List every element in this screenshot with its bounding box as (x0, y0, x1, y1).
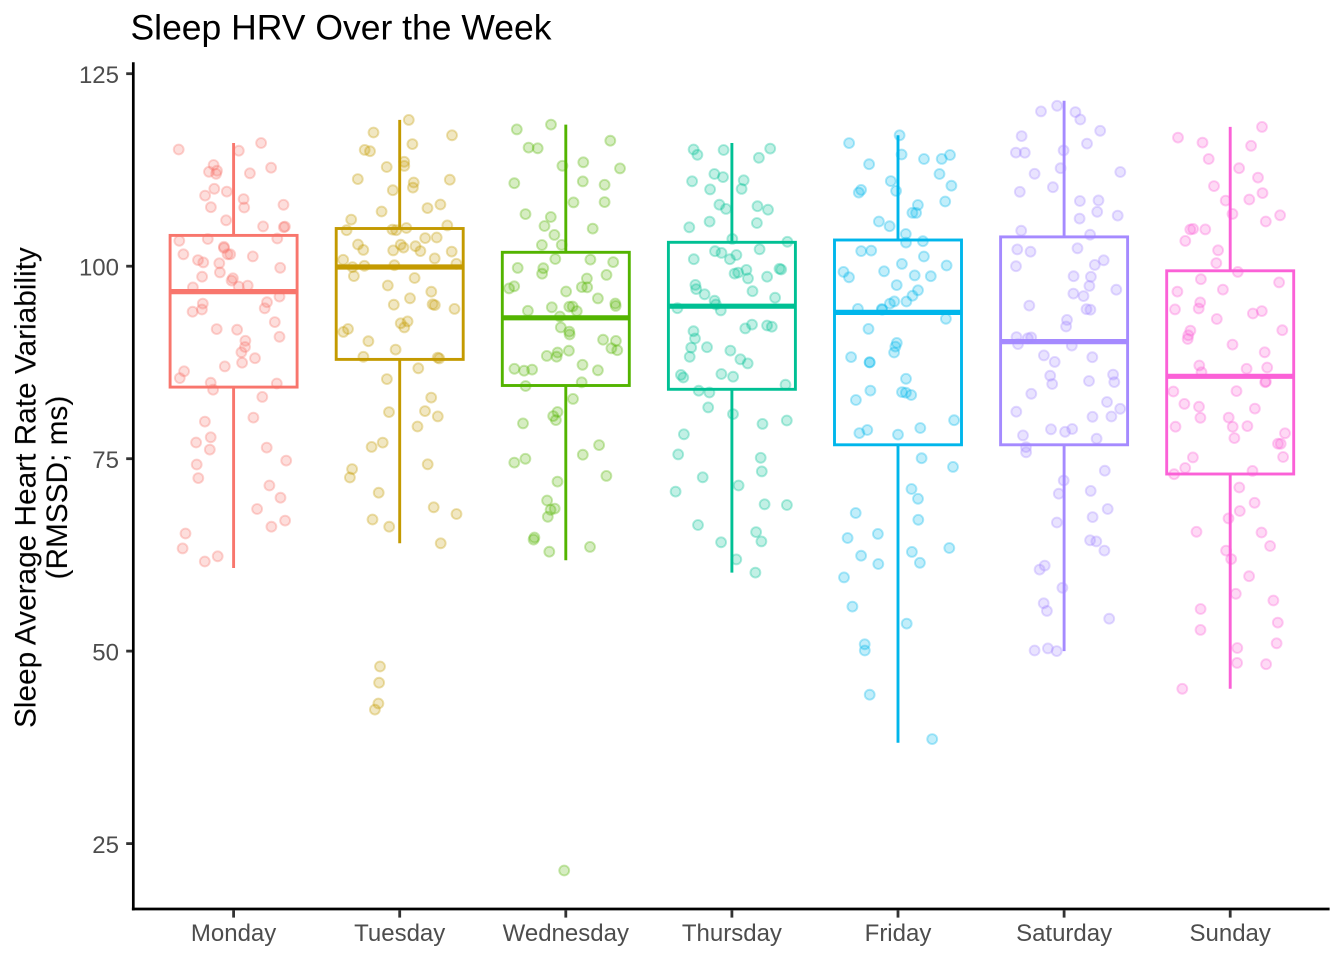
svg-text:100: 100 (79, 255, 119, 282)
svg-text:Wednesday: Wednesday (503, 920, 629, 947)
svg-text:125: 125 (79, 62, 119, 89)
svg-text:75: 75 (92, 447, 119, 474)
svg-text:Sleep Average Heart Rate Varia: Sleep Average Heart Rate Variability (10, 247, 43, 728)
svg-text:Sleep HRV Over the Week: Sleep HRV Over the Week (131, 7, 552, 47)
svg-text:50: 50 (92, 640, 119, 667)
svg-text:Friday: Friday (865, 920, 932, 947)
svg-text:Thursday: Thursday (682, 920, 782, 947)
svg-text:Monday: Monday (191, 920, 276, 947)
svg-text:Tuesday: Tuesday (354, 920, 445, 947)
svg-text:Sunday: Sunday (1189, 920, 1270, 947)
svg-text:25: 25 (92, 832, 119, 859)
svg-text:Saturday: Saturday (1016, 920, 1112, 947)
svg-text:(RMSSD; ms): (RMSSD; ms) (41, 396, 74, 580)
